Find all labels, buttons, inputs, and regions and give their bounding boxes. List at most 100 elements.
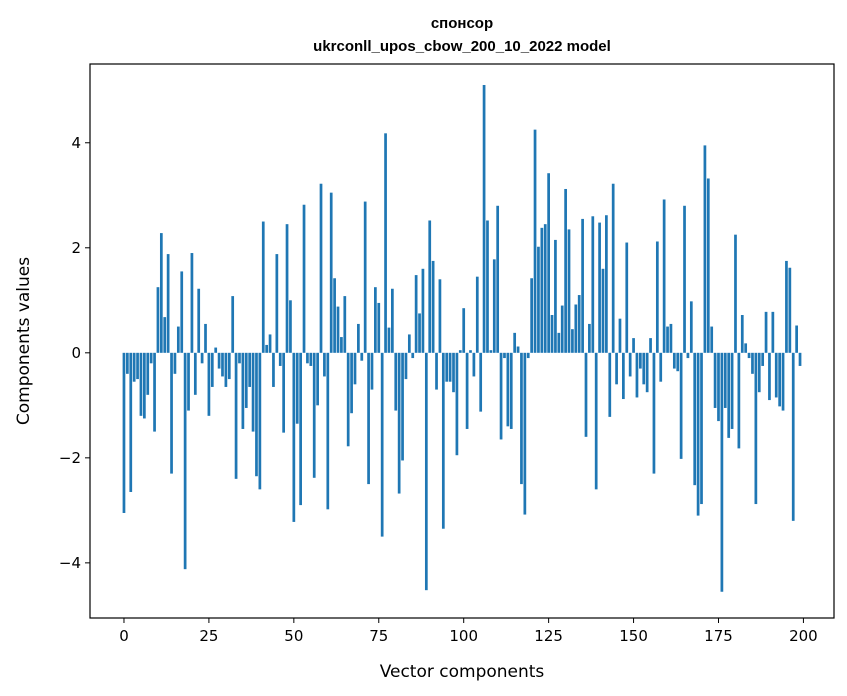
bar-128 xyxy=(557,332,561,353)
bar-149 xyxy=(628,352,632,377)
bar-177 xyxy=(723,352,727,408)
bar-126 xyxy=(550,315,554,353)
bar-199 xyxy=(798,352,802,366)
bar-171 xyxy=(703,145,707,353)
bar-118 xyxy=(523,352,527,515)
bar-134 xyxy=(577,295,581,353)
bar-107 xyxy=(486,220,489,353)
bar-138 xyxy=(591,216,595,353)
bar-16 xyxy=(176,326,180,353)
bar-91 xyxy=(431,260,435,353)
bar-152 xyxy=(639,352,642,369)
bar-8 xyxy=(149,352,153,364)
bar-144 xyxy=(611,183,615,353)
bar-154 xyxy=(645,352,649,393)
bar-86 xyxy=(414,275,418,353)
bar-58 xyxy=(319,183,323,353)
bar-164 xyxy=(679,352,683,459)
x-tick-label: 75 xyxy=(369,627,388,645)
bar-80 xyxy=(394,352,398,411)
bar-109 xyxy=(492,259,496,353)
bar-174 xyxy=(713,352,717,408)
bar-88 xyxy=(421,268,425,353)
bar-153 xyxy=(642,352,646,385)
bar-133 xyxy=(574,304,578,353)
bars-group xyxy=(122,85,802,592)
bar-178 xyxy=(727,352,731,438)
bar-198 xyxy=(795,325,798,353)
bar-39 xyxy=(255,352,258,477)
bar-129 xyxy=(560,305,564,353)
bar-38 xyxy=(251,352,255,432)
x-tick-label: 100 xyxy=(449,627,478,645)
bar-94 xyxy=(441,352,445,529)
bar-65 xyxy=(343,296,347,353)
bar-7 xyxy=(146,352,150,395)
bar-53 xyxy=(302,204,306,353)
bar-98 xyxy=(455,352,459,456)
bar-12 xyxy=(163,317,167,353)
bar-81 xyxy=(397,352,401,494)
bar-172 xyxy=(706,178,710,353)
bar-85 xyxy=(411,352,415,359)
x-axis-ticks: 0 25 50 75 100 125 150 175 200 xyxy=(119,618,818,645)
bar-6 xyxy=(143,352,146,419)
bar-25 xyxy=(207,352,211,416)
bar-92 xyxy=(435,352,438,390)
bar-51 xyxy=(295,352,299,424)
bar-46 xyxy=(278,352,282,366)
bar-13 xyxy=(166,254,170,353)
bar-157 xyxy=(655,241,659,353)
bar-55 xyxy=(309,352,313,366)
bar-64 xyxy=(340,337,343,353)
bar-179 xyxy=(730,352,734,429)
bar-158 xyxy=(659,352,663,382)
bar-36 xyxy=(244,352,248,408)
y-axis-ticks: −4 −2 0 2 4 xyxy=(59,134,90,572)
bar-166 xyxy=(686,352,690,359)
bar-17 xyxy=(180,271,184,353)
x-tick-label: 125 xyxy=(534,627,563,645)
bar-105 xyxy=(479,352,483,412)
bar-71 xyxy=(363,201,367,353)
y-tick-label: 0 xyxy=(71,344,81,362)
bar-60 xyxy=(326,352,330,510)
bar-136 xyxy=(584,352,588,437)
bar-77 xyxy=(384,133,387,353)
bar-127 xyxy=(554,239,557,353)
bar-56 xyxy=(312,352,316,478)
chart-title: спонсор xyxy=(431,15,493,32)
bar-45 xyxy=(275,254,279,353)
bar-196 xyxy=(788,267,792,353)
bar-110 xyxy=(496,205,500,353)
bar-167 xyxy=(689,301,693,353)
bar-76 xyxy=(380,352,384,537)
bar-93 xyxy=(438,279,442,353)
bar-185 xyxy=(751,352,754,374)
bar-163 xyxy=(676,352,680,372)
bar-95 xyxy=(445,352,449,382)
bar-35 xyxy=(241,352,245,429)
bar-34 xyxy=(238,352,241,364)
bar-96 xyxy=(448,352,452,382)
bar-188 xyxy=(761,352,765,366)
bar-50 xyxy=(292,352,296,522)
bar-111 xyxy=(499,352,503,440)
bar-139 xyxy=(594,352,598,490)
bar-28 xyxy=(217,352,221,369)
x-tick-label: 200 xyxy=(789,627,818,645)
bar-101 xyxy=(465,352,469,429)
bar-173 xyxy=(710,326,714,353)
bar-184 xyxy=(747,352,751,359)
bar-19 xyxy=(187,352,190,411)
bar-31 xyxy=(227,352,231,380)
bar-0 xyxy=(122,352,126,513)
bar-49 xyxy=(289,300,292,353)
bar-37 xyxy=(248,352,252,387)
bar-197 xyxy=(791,352,795,521)
bar-24 xyxy=(204,323,207,353)
bar-30 xyxy=(224,352,228,387)
bar-79 xyxy=(391,288,394,353)
bar-68 xyxy=(353,352,357,385)
